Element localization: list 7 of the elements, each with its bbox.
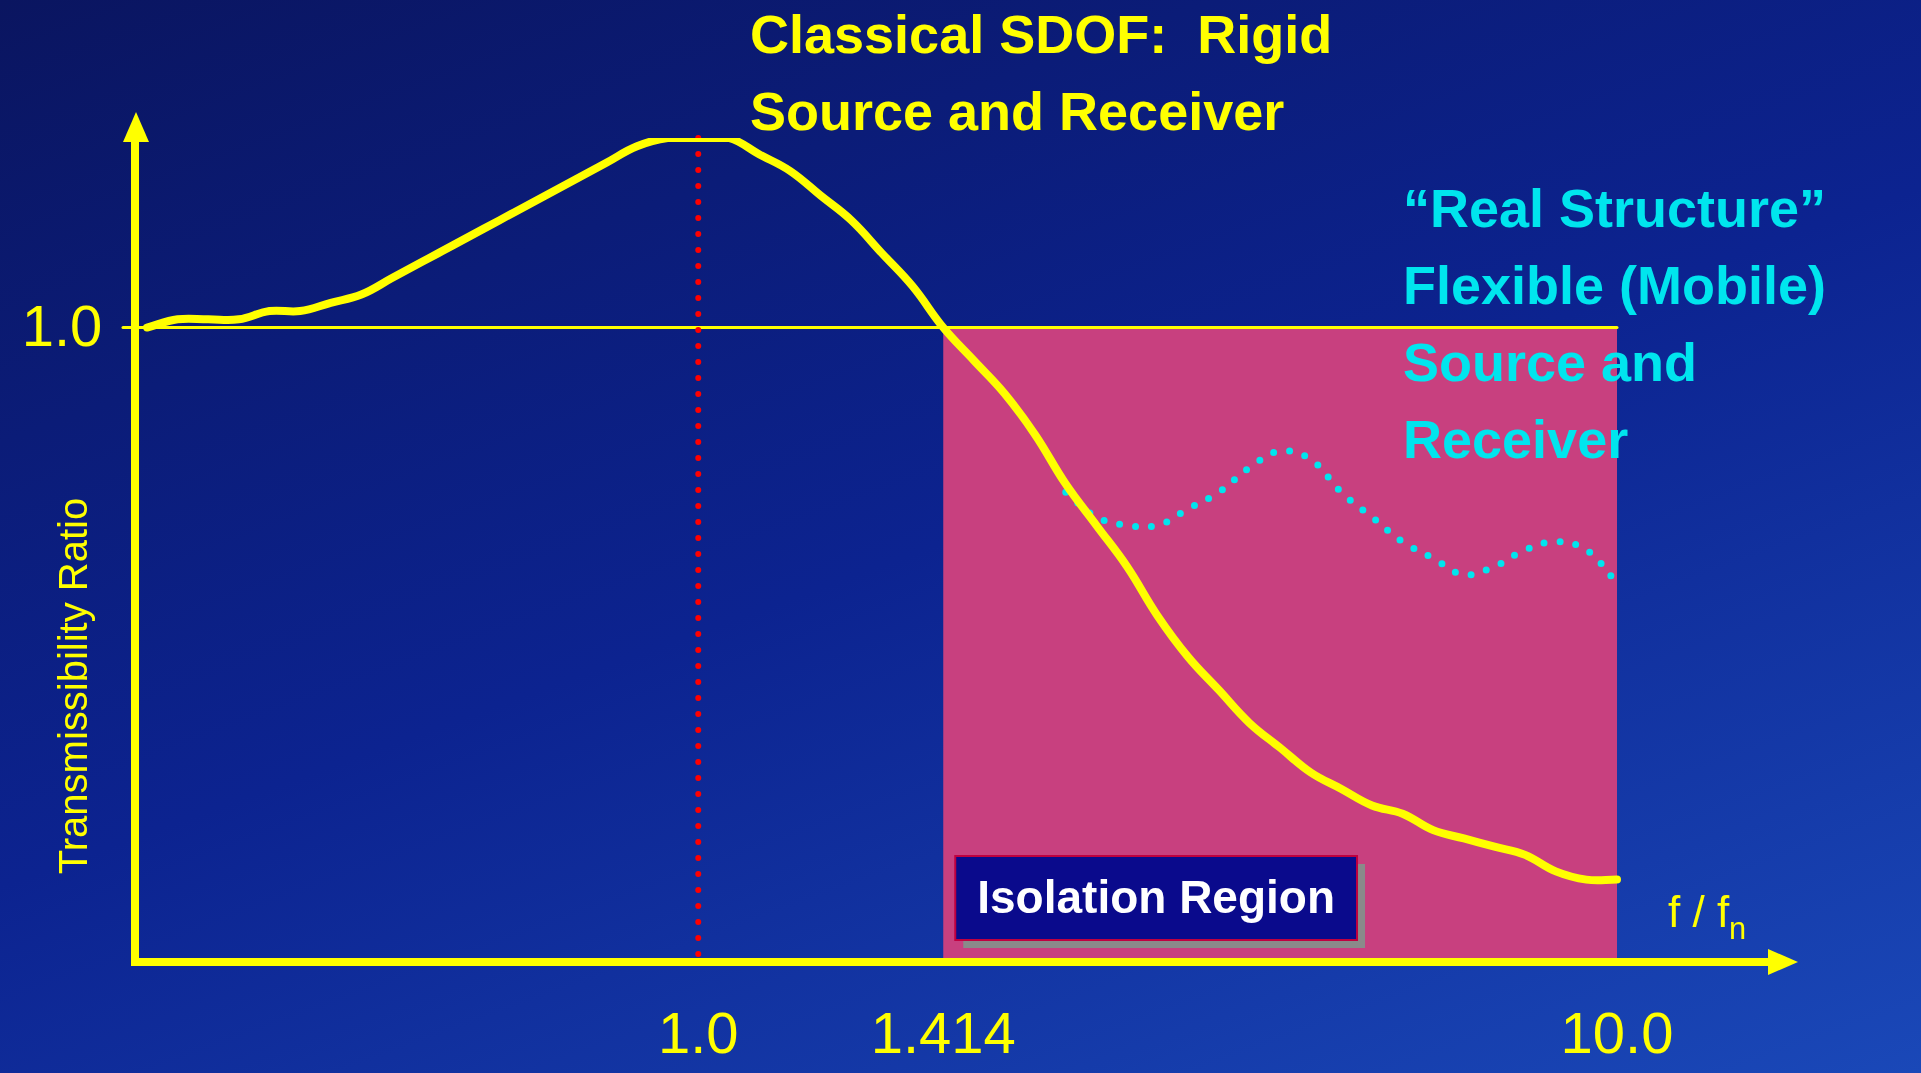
text: 1.0 bbox=[21, 292, 103, 358]
x-tick-label: 1.0 bbox=[657, 999, 739, 1065]
x-tick-label: 10.0 bbox=[1560, 999, 1674, 1065]
y-axis-title: Transmissibility Ratio bbox=[51, 497, 96, 875]
series-label: Classical SDOF: Rigid Source and Receiver bbox=[750, 3, 1333, 141]
band-label: Isolation Region bbox=[977, 870, 1336, 923]
x-tick-label: 1.414 bbox=[870, 999, 1016, 1065]
